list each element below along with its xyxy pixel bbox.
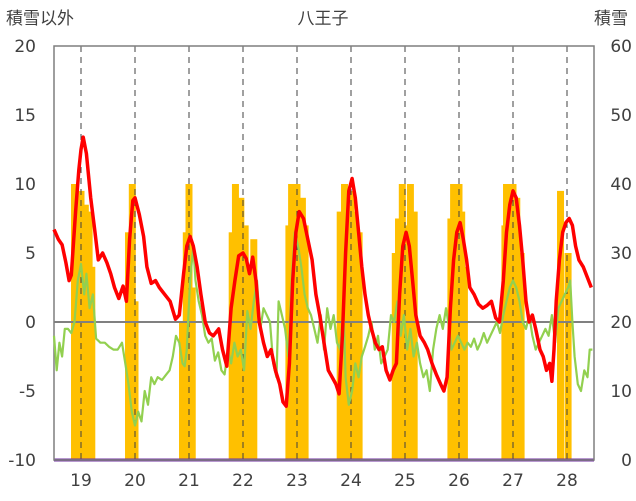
right-tick-label: 50 [610,106,632,126]
x-tick-label: 27 [502,471,524,491]
snow-bar [517,253,525,460]
left-axis-title: 積雪以外 [6,9,74,29]
snow-bar [250,239,258,460]
x-tick-labels: 19 20 21 22 23 24 25 26 27 28 [70,471,578,491]
snow-bar [513,197,521,461]
snow-bar [355,232,363,460]
right-axis-title: 積雪 [594,9,628,29]
right-tick-label: 40 [610,175,632,195]
x-tick-label: 22 [232,471,254,491]
snow-bar [179,322,187,460]
red-series-line [52,135,593,408]
snow-bar [564,253,572,460]
snow-bar [237,197,245,461]
left-tick-label: 20 [14,37,36,57]
snow-bar [557,190,565,460]
x-tick-label: 21 [178,471,200,491]
x-tick-label: 26 [448,471,470,491]
snow-bar [410,211,418,460]
chart-title: 八王子 [298,9,349,29]
right-tick-label: 10 [610,382,632,402]
left-tick-label: -10 [8,451,36,471]
left-tick-label: 0 [25,313,36,333]
left-tick-label: -5 [19,382,36,402]
snow-bar [245,266,253,460]
x-tick-label: 28 [556,471,578,491]
x-tick-label: 23 [286,471,308,491]
right-tick-label: 60 [610,37,632,57]
snow-bar [460,266,468,460]
plot-frame [53,45,595,461]
grid [80,46,568,460]
snow-bar [88,266,96,460]
left-tick-label: 15 [14,106,36,126]
right-tick-label: 30 [610,244,632,264]
right-tick-label: 20 [610,313,632,333]
x-tick-label: 25 [394,471,416,491]
right-tick-labels: 0 10 20 30 40 50 60 [610,37,632,471]
snow-bar [125,232,133,460]
left-tick-label: 5 [25,244,36,264]
left-tick-labels: -10 -5 0 5 10 15 20 [8,37,36,471]
snow-bar [81,204,89,460]
left-tick-label: 10 [14,175,36,195]
x-tick-label: 20 [124,471,146,491]
snow-bar [351,211,359,460]
green-series-line [52,231,593,427]
x-tick-label: 24 [340,471,362,491]
x-tick-label: 19 [70,471,92,491]
snow-bar [301,225,309,460]
snow-bar [188,287,196,460]
right-tick-label: 0 [621,451,632,471]
